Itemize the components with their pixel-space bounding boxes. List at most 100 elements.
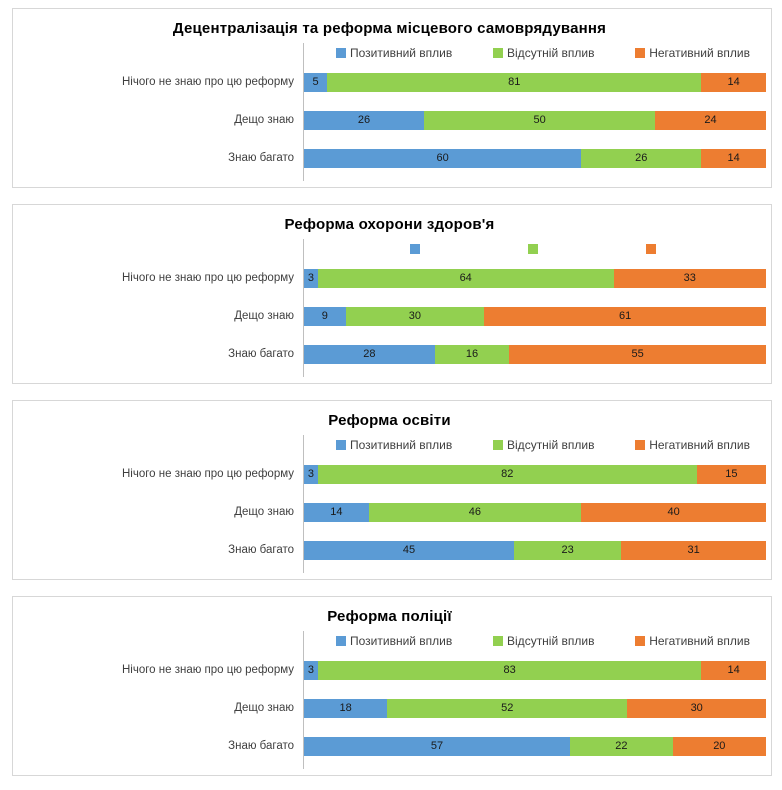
bar-value-label: 45 (402, 544, 416, 556)
bar-segment-positive: 9 (304, 306, 346, 326)
plot-area: Позитивний вплив Відсутній вплив Негатив… (303, 435, 766, 573)
bar-row: 3 64 33 (304, 259, 766, 297)
stacked-bar: 60 26 14 (304, 148, 766, 168)
category-label: Знаю багато (228, 152, 294, 164)
category-label: Дещо знаю (234, 114, 294, 126)
stacked-bar: 57 22 20 (304, 736, 766, 756)
legend-swatch-negative-icon (635, 48, 646, 58)
bar-row: 14 46 40 (304, 493, 766, 531)
chart-panel-education: Реформа освіти Нічого не знаю про цю реф… (12, 400, 772, 580)
bar-segment-positive: 3 (304, 464, 318, 484)
legend-swatch-no-impact-icon (493, 440, 504, 450)
bar-segment-positive: 28 (304, 344, 435, 364)
plot-area: Позитивний вплив Відсутній вплив Негатив… (303, 43, 766, 181)
legend: Позитивний вплив Відсутній вплив Негатив… (304, 631, 766, 651)
legend-swatch-negative-icon (646, 244, 656, 254)
bar-value-label: 81 (508, 76, 521, 88)
bar-segment-negative: 33 (613, 268, 766, 288)
legend-entry-positive (410, 244, 424, 254)
category-axis: Нічого не знаю про цю реформу Дещо знаю … (13, 43, 303, 181)
bar-segment-negative: 30 (627, 698, 766, 718)
bar-segment-positive: 60 (304, 148, 582, 168)
category-label: Нічого не знаю про цю реформу (121, 664, 294, 676)
chart-area: Нічого не знаю про цю реформу Дещо знаю … (13, 631, 766, 769)
legend-entry-negative: Негативний вплив (635, 438, 750, 452)
legend (304, 239, 766, 259)
legend-swatch-positive-icon (336, 48, 346, 58)
bar-segment-positive: 14 (304, 502, 369, 522)
plot-area: Позитивний вплив Відсутній вплив Негатив… (303, 631, 766, 769)
legend-label-negative: Негативний вплив (649, 634, 750, 648)
category-label: Знаю багато (228, 544, 294, 556)
bar-value-label: 52 (501, 702, 514, 714)
bar-row: 26 50 24 (304, 101, 766, 139)
bar-segment-no-impact: 46 (368, 502, 582, 522)
bar-value-label: 14 (727, 76, 740, 88)
bar-segment-negative: 55 (509, 344, 766, 364)
bar-row: 45 23 31 (304, 531, 766, 569)
bar-value-label: 26 (635, 152, 648, 164)
bar-row: 3 83 14 (304, 651, 766, 689)
legend-label-no-impact: Відсутній вплив (507, 634, 595, 648)
legend-entry-negative: Негативний вплив (635, 46, 750, 60)
legend-label-positive: Позитивний вплив (350, 634, 453, 648)
bar-segment-positive: 3 (304, 660, 318, 680)
plot-area: 3 64 33 9 30 61 28 16 55 (303, 239, 766, 377)
chart-area: Нічого не знаю про цю реформу Дещо знаю … (13, 435, 766, 573)
bar-segment-negative: 40 (581, 502, 766, 522)
bar-segment-no-impact: 64 (317, 268, 614, 288)
bar-value-label: 3 (307, 664, 314, 676)
bar-segment-no-impact: 30 (345, 306, 485, 326)
bar-value-label: 14 (330, 506, 343, 518)
bar-segment-negative: 15 (696, 464, 766, 484)
bar-segment-no-impact: 16 (434, 344, 510, 364)
bar-value-label: 26 (357, 114, 371, 126)
bar-segment-no-impact: 81 (327, 72, 702, 92)
bar-value-label: 31 (687, 544, 700, 556)
bar-segment-negative: 14 (701, 148, 766, 168)
stacked-bar: 9 30 61 (304, 306, 766, 326)
stacked-bar: 5 81 14 (304, 72, 766, 92)
legend-entry-no-impact: Відсутній вплив (493, 46, 594, 60)
bar-segment-no-impact: 26 (581, 148, 702, 168)
stacked-bar: 3 64 33 (304, 268, 766, 288)
legend-spacer (13, 631, 303, 651)
legend-spacer (13, 239, 303, 259)
bar-value-label: 30 (408, 310, 421, 322)
legend-swatch-negative-icon (635, 636, 646, 646)
chart-title: Реформа поліції (327, 608, 452, 625)
bar-segment-negative: 31 (621, 540, 766, 560)
bar-segment-positive: 57 (304, 736, 570, 756)
stacked-bar: 3 83 14 (304, 660, 766, 680)
bar-value-label: 20 (713, 740, 726, 752)
bar-value-label: 22 (615, 740, 628, 752)
chart-panel-police: Реформа поліції Нічого не знаю про цю ре… (12, 596, 772, 776)
legend-label-negative: Негативний вплив (649, 46, 750, 60)
bar-value-label: 5 (312, 76, 319, 88)
bar-value-label: 23 (561, 544, 574, 556)
bar-value-label: 3 (307, 272, 314, 284)
legend-entry-no-impact: Відсутній вплив (493, 634, 594, 648)
stacked-bar: 18 52 30 (304, 698, 766, 718)
bar-value-label: 82 (501, 468, 514, 480)
chart-panel-healthcare: Реформа охорони здоров'я Нічого не знаю … (12, 204, 772, 384)
chart-panel-decentralization: Децентралізація та реформа місцевого сам… (12, 8, 772, 188)
legend-label-no-impact: Відсутній вплив (507, 46, 595, 60)
category-label: Знаю багато (228, 348, 294, 360)
category-axis: Нічого не знаю про цю реформу Дещо знаю … (13, 435, 303, 573)
category-label: Дещо знаю (234, 702, 294, 714)
bar-row: 3 82 15 (304, 455, 766, 493)
legend-entry-negative (646, 244, 660, 254)
chart-area: Нічого не знаю про цю реформу Дещо знаю … (13, 239, 766, 377)
legend-label-no-impact: Відсутній вплив (507, 438, 595, 452)
stacked-bar: 3 82 15 (304, 464, 766, 484)
category-label: Дещо знаю (234, 506, 294, 518)
chart-title: Децентралізація та реформа місцевого сам… (172, 20, 607, 37)
bar-segment-positive: 26 (304, 110, 425, 130)
bar-segment-no-impact: 50 (424, 110, 656, 130)
stacked-bar: 26 50 24 (304, 110, 766, 130)
bar-row: 57 22 20 (304, 727, 766, 765)
bar-segment-no-impact: 52 (387, 698, 628, 718)
category-label: Нічого не знаю про цю реформу (121, 468, 294, 480)
legend-entry-no-impact (528, 244, 542, 254)
